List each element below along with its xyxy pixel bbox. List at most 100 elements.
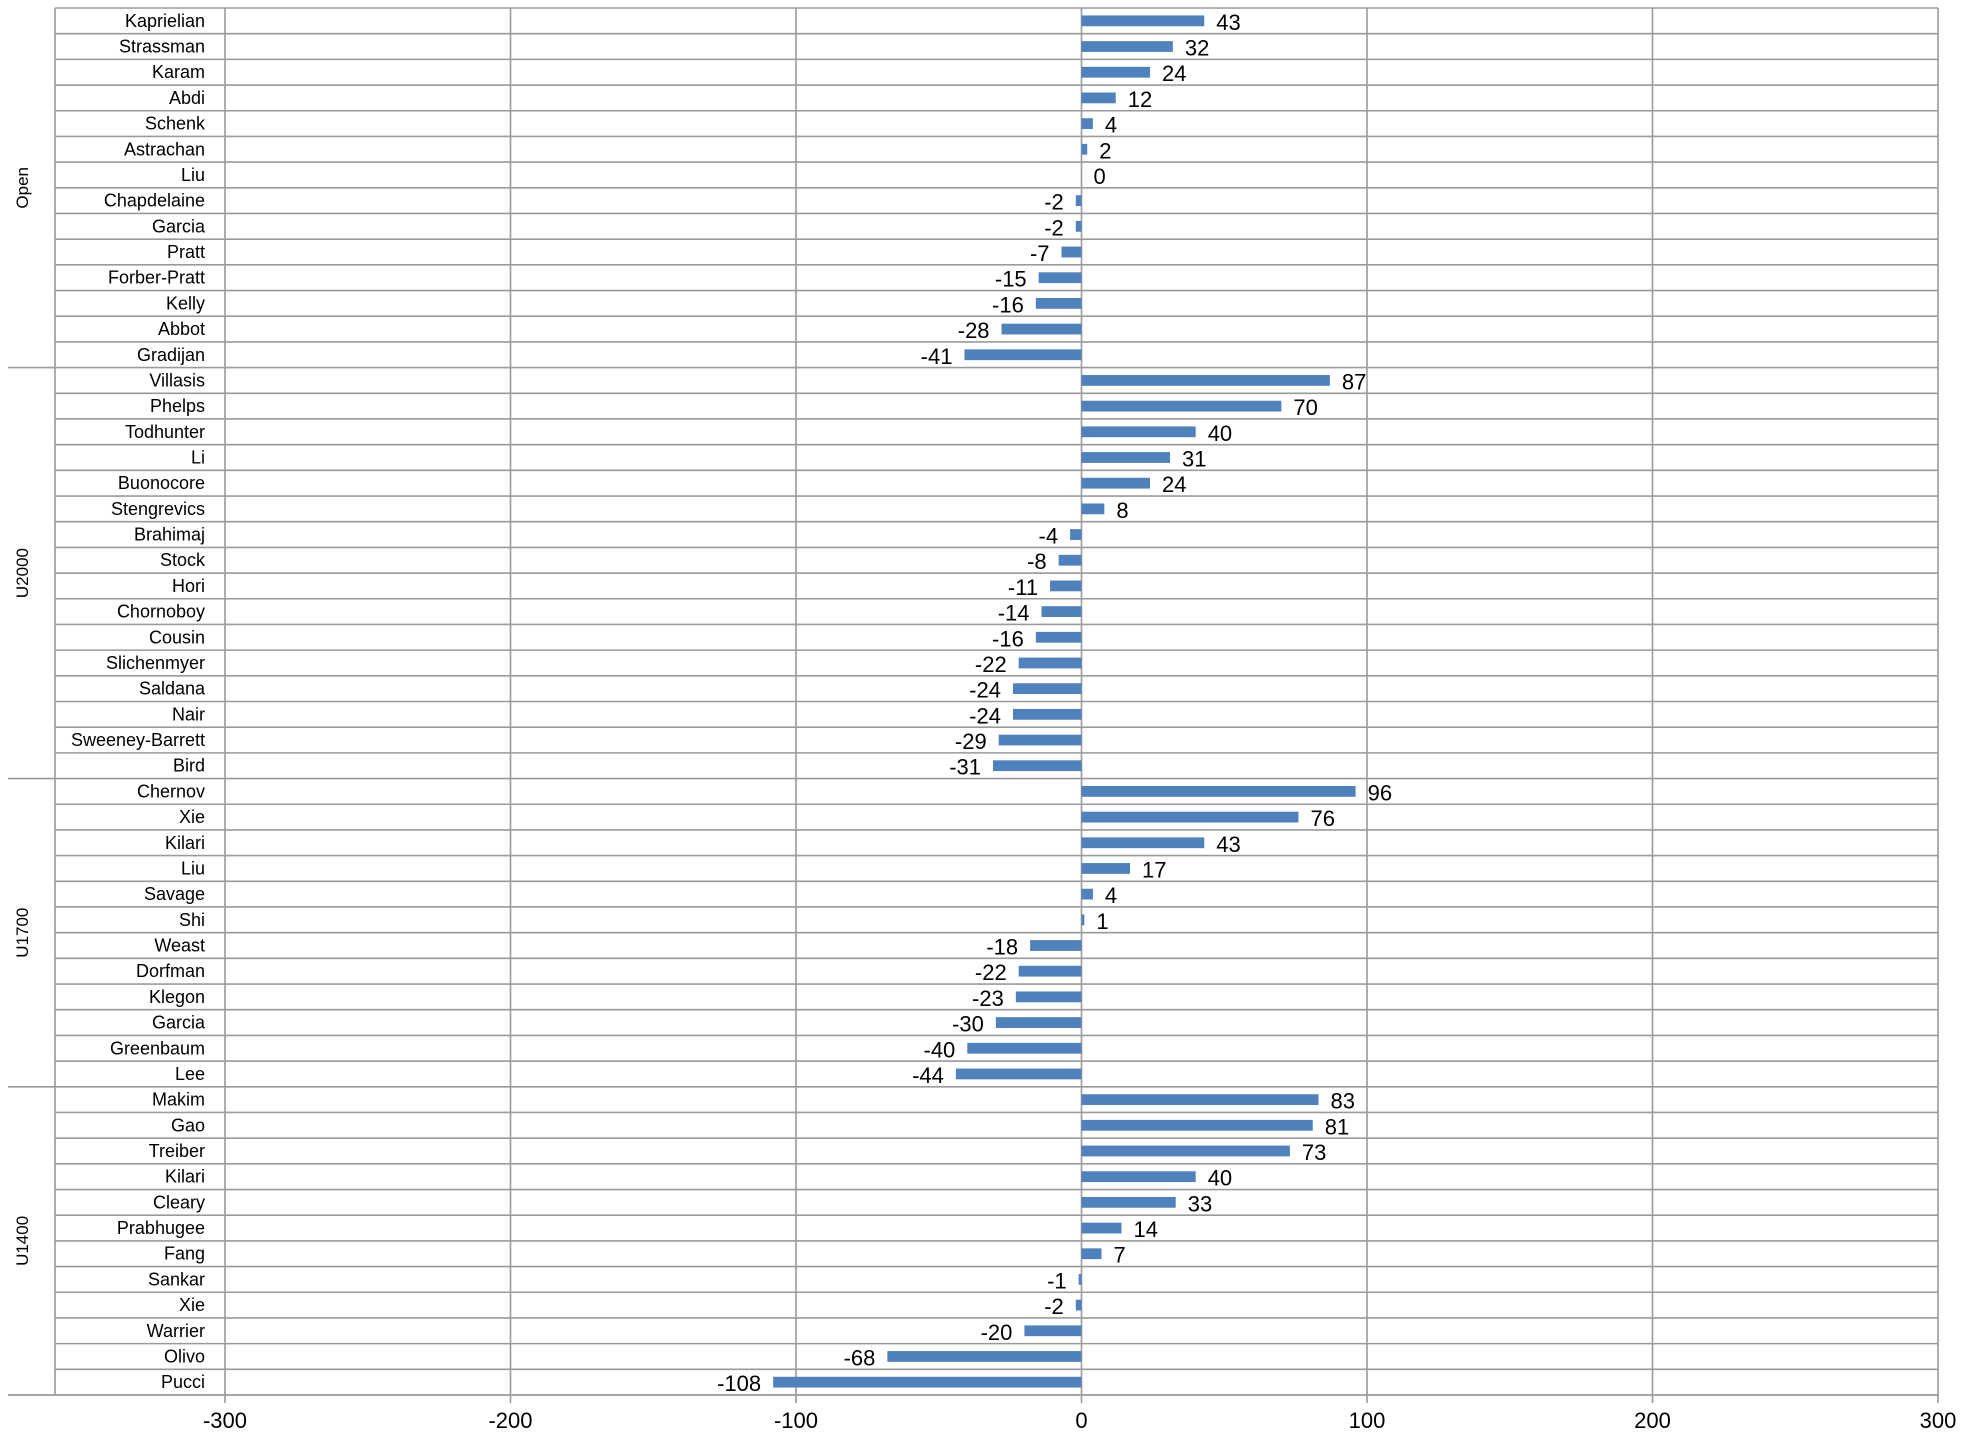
category-label: Schenk — [145, 114, 206, 134]
category-label: Bird — [173, 756, 205, 776]
category-label: Brahimaj — [134, 525, 205, 545]
category-label: Buonocore — [118, 473, 205, 493]
category-label: Kilari — [165, 833, 205, 853]
bar — [1081, 41, 1173, 52]
category-label: Li — [191, 447, 205, 467]
bar — [1081, 1248, 1102, 1260]
category-label: Lee — [175, 1064, 205, 1084]
data-label: 14 — [1133, 1217, 1157, 1242]
category-label: Gradijan — [137, 345, 205, 365]
category-label: Kilari — [165, 1167, 205, 1187]
bar — [1081, 375, 1330, 386]
bar — [1075, 220, 1082, 232]
data-label: 87 — [1342, 369, 1366, 394]
category-label: Stock — [160, 550, 206, 570]
category-label: Garcia — [152, 1013, 206, 1033]
bar — [1081, 811, 1299, 823]
category-label: Liu — [181, 858, 205, 878]
data-label: -40 — [924, 1037, 956, 1062]
data-label: -30 — [952, 1012, 984, 1037]
bar — [1081, 837, 1205, 849]
category-label: Garcia — [152, 216, 206, 236]
bar — [1081, 1119, 1313, 1131]
bar — [1081, 1171, 1196, 1183]
data-label: -24 — [969, 678, 1001, 703]
category-label: Phelps — [150, 396, 205, 416]
category-label: Dorfman — [136, 961, 205, 981]
category-label: Chornoboy — [117, 602, 205, 622]
bar — [1081, 1222, 1122, 1234]
bar — [887, 1351, 1082, 1362]
data-label: 33 — [1188, 1191, 1212, 1216]
group-label: U1700 — [13, 908, 32, 958]
data-label: 40 — [1208, 421, 1232, 446]
bar — [1075, 1299, 1082, 1311]
data-label: -16 — [992, 292, 1024, 317]
category-label: Klegon — [149, 987, 205, 1007]
bar — [1035, 631, 1082, 643]
data-label: -14 — [998, 601, 1030, 626]
category-label: Fang — [164, 1244, 205, 1264]
data-label: -15 — [995, 267, 1027, 292]
bar — [955, 1068, 1082, 1080]
bar — [1018, 657, 1082, 669]
bar — [1035, 297, 1082, 309]
data-label: -22 — [975, 652, 1007, 677]
data-label: 96 — [1368, 780, 1392, 805]
bar — [964, 349, 1082, 361]
bar — [1081, 66, 1151, 78]
bar — [1081, 15, 1205, 27]
category-label: Slichenmyer — [106, 653, 205, 673]
data-label: -20 — [981, 1320, 1013, 1345]
bar — [1081, 786, 1356, 797]
data-label: 24 — [1162, 61, 1186, 86]
x-tick-label: -300 — [203, 1408, 247, 1433]
category-label: Cleary — [153, 1192, 205, 1212]
data-label: -41 — [921, 344, 953, 369]
data-label: 7 — [1113, 1243, 1125, 1268]
x-tick-label: 300 — [1920, 1408, 1957, 1433]
bar — [1075, 195, 1082, 207]
category-label: Abdi — [169, 88, 205, 108]
category-label: Pratt — [167, 242, 205, 262]
data-label: 43 — [1216, 10, 1240, 35]
bar — [1081, 914, 1085, 926]
category-label: Kaprielian — [125, 11, 205, 31]
bar — [1081, 143, 1088, 155]
bar — [1081, 863, 1131, 874]
data-label: 40 — [1208, 1166, 1232, 1191]
data-label: -22 — [975, 960, 1007, 985]
data-label: 83 — [1330, 1089, 1354, 1114]
category-label: Xie — [179, 1295, 205, 1315]
category-label: Strassman — [119, 37, 205, 57]
category-label: Todhunter — [125, 422, 205, 442]
data-label: 4 — [1105, 113, 1117, 138]
category-label: Sweeney-Barrett — [71, 730, 205, 750]
category-label: Forber-Pratt — [108, 268, 205, 288]
data-label: -18 — [986, 935, 1018, 960]
data-label: 31 — [1182, 446, 1206, 471]
bar — [1081, 400, 1282, 412]
data-label: -68 — [844, 1345, 876, 1370]
data-label: -2 — [1044, 215, 1064, 240]
bar — [998, 734, 1082, 746]
data-label: 0 — [1094, 164, 1106, 189]
data-label: 81 — [1325, 1114, 1349, 1139]
bar — [1078, 1274, 1082, 1285]
data-label: 12 — [1128, 87, 1152, 112]
data-label: 70 — [1293, 395, 1317, 420]
data-label: -44 — [912, 1063, 944, 1088]
bar — [1024, 1325, 1082, 1337]
x-tick-label: 100 — [1349, 1408, 1386, 1433]
data-label: 32 — [1185, 36, 1209, 61]
group-label: U1400 — [13, 1216, 32, 1266]
x-tick-label: 200 — [1634, 1408, 1671, 1433]
bar — [1041, 606, 1082, 617]
category-label: Saldana — [139, 679, 206, 699]
category-label: Hori — [172, 576, 205, 596]
bar — [1038, 272, 1082, 284]
data-label: -108 — [717, 1371, 761, 1396]
bar — [1012, 683, 1082, 695]
category-label: Xie — [179, 807, 205, 827]
